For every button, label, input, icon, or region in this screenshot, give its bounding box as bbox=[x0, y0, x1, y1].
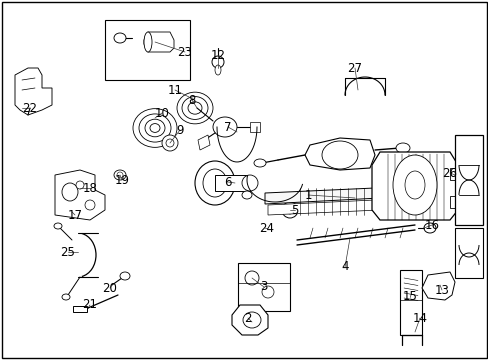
Text: 2: 2 bbox=[244, 311, 251, 324]
Ellipse shape bbox=[114, 33, 126, 43]
Text: 19: 19 bbox=[114, 174, 129, 186]
Ellipse shape bbox=[242, 175, 258, 191]
Ellipse shape bbox=[62, 183, 78, 201]
Ellipse shape bbox=[150, 123, 160, 132]
Text: 7: 7 bbox=[224, 121, 231, 134]
Text: 17: 17 bbox=[67, 208, 82, 221]
Polygon shape bbox=[198, 135, 209, 150]
Ellipse shape bbox=[162, 135, 178, 151]
Polygon shape bbox=[421, 272, 454, 300]
Text: 13: 13 bbox=[434, 284, 448, 297]
Text: 18: 18 bbox=[82, 181, 97, 194]
Bar bbox=[399, 270, 421, 335]
Bar bbox=[238, 263, 289, 311]
Bar bbox=[73, 306, 87, 312]
Ellipse shape bbox=[243, 312, 261, 328]
Ellipse shape bbox=[187, 102, 202, 114]
Text: 1: 1 bbox=[304, 189, 311, 202]
Ellipse shape bbox=[395, 143, 409, 153]
Bar bbox=[215, 175, 249, 191]
Polygon shape bbox=[305, 138, 374, 170]
Ellipse shape bbox=[120, 272, 130, 280]
Polygon shape bbox=[264, 188, 379, 204]
Ellipse shape bbox=[165, 139, 174, 147]
Ellipse shape bbox=[215, 65, 221, 75]
Text: 14: 14 bbox=[412, 311, 427, 324]
Polygon shape bbox=[15, 68, 52, 115]
Ellipse shape bbox=[182, 96, 207, 120]
Ellipse shape bbox=[212, 56, 224, 68]
Ellipse shape bbox=[117, 172, 123, 178]
Ellipse shape bbox=[285, 206, 293, 214]
Ellipse shape bbox=[203, 169, 226, 197]
Ellipse shape bbox=[139, 114, 171, 142]
Bar bbox=[449, 168, 467, 180]
Text: 4: 4 bbox=[341, 261, 348, 274]
Text: 22: 22 bbox=[22, 102, 38, 114]
Bar bbox=[454, 135, 482, 225]
Bar bbox=[105, 20, 190, 80]
Ellipse shape bbox=[282, 202, 297, 218]
Polygon shape bbox=[249, 122, 260, 132]
Ellipse shape bbox=[62, 294, 70, 300]
Bar bbox=[454, 228, 482, 278]
Ellipse shape bbox=[253, 159, 265, 167]
Text: 10: 10 bbox=[154, 107, 169, 120]
Ellipse shape bbox=[392, 155, 436, 215]
Text: 9: 9 bbox=[176, 123, 183, 136]
Text: 23: 23 bbox=[177, 45, 192, 59]
Text: 11: 11 bbox=[167, 84, 182, 96]
Text: 15: 15 bbox=[402, 291, 417, 303]
Ellipse shape bbox=[133, 109, 177, 147]
Text: 12: 12 bbox=[210, 49, 225, 62]
Bar bbox=[449, 196, 467, 208]
Ellipse shape bbox=[244, 271, 259, 285]
Text: 8: 8 bbox=[188, 94, 195, 107]
Ellipse shape bbox=[213, 117, 237, 137]
Polygon shape bbox=[143, 32, 174, 52]
Ellipse shape bbox=[404, 171, 424, 199]
Polygon shape bbox=[55, 170, 105, 220]
Ellipse shape bbox=[195, 161, 235, 205]
Ellipse shape bbox=[423, 223, 435, 233]
Text: 25: 25 bbox=[61, 246, 75, 258]
Text: 16: 16 bbox=[424, 219, 439, 231]
Text: 26: 26 bbox=[442, 166, 457, 180]
Polygon shape bbox=[231, 305, 267, 335]
Text: 20: 20 bbox=[102, 282, 117, 294]
Ellipse shape bbox=[143, 32, 152, 52]
Ellipse shape bbox=[54, 223, 62, 229]
Ellipse shape bbox=[321, 141, 357, 169]
Ellipse shape bbox=[242, 191, 251, 199]
Text: 24: 24 bbox=[259, 221, 274, 234]
Text: 3: 3 bbox=[260, 280, 267, 293]
Text: 27: 27 bbox=[347, 62, 362, 75]
Text: 6: 6 bbox=[224, 176, 231, 189]
Text: 5: 5 bbox=[291, 203, 298, 216]
Polygon shape bbox=[267, 200, 379, 215]
Ellipse shape bbox=[114, 170, 126, 180]
Ellipse shape bbox=[262, 286, 273, 298]
Polygon shape bbox=[371, 152, 457, 220]
Text: 21: 21 bbox=[82, 298, 97, 311]
Ellipse shape bbox=[85, 200, 95, 210]
Ellipse shape bbox=[177, 92, 213, 124]
Ellipse shape bbox=[145, 119, 164, 137]
Ellipse shape bbox=[76, 181, 84, 189]
